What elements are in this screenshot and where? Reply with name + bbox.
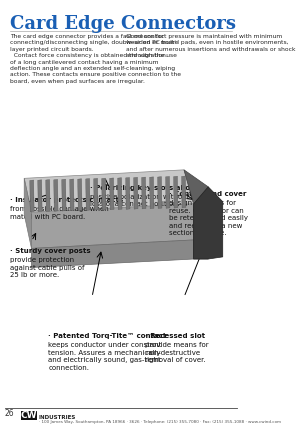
Polygon shape	[62, 179, 66, 211]
Text: provide means for
non-destructive
removal of cover.: provide means for non-destructive remova…	[145, 342, 209, 363]
Polygon shape	[86, 178, 90, 210]
Polygon shape	[94, 178, 98, 210]
Text: Good contact pressure is maintained with minimum
wear on PC board pads, even in : Good contact pressure is maintained with…	[126, 34, 296, 58]
Text: · 100 James Way, Southampton, PA 18966 · 3626 · Telephone: (215) 355-7080 · Fax:: · 100 James Way, Southampton, PA 18966 ·…	[39, 420, 281, 424]
Text: 26: 26	[5, 409, 14, 418]
Polygon shape	[184, 170, 208, 240]
Polygon shape	[102, 178, 106, 210]
Text: · Polarizing key slots allow: · Polarizing key slots allow	[90, 185, 196, 191]
Polygon shape	[182, 176, 186, 208]
Polygon shape	[142, 177, 146, 209]
Polygon shape	[32, 240, 194, 267]
Text: The card edge connector provides a fast means for
connecting/disconnecting singl: The card edge connector provides a fast …	[10, 34, 181, 84]
Polygon shape	[54, 179, 58, 211]
Text: Card Edge Connectors: Card Edge Connectors	[10, 15, 236, 33]
Text: · Contact and cover: · Contact and cover	[169, 191, 247, 197]
Polygon shape	[150, 177, 154, 209]
Text: positive polarization without
loss of a contact position.: positive polarization without loss of a …	[90, 194, 189, 207]
Polygon shape	[30, 180, 34, 212]
Polygon shape	[70, 179, 74, 211]
Circle shape	[61, 196, 85, 238]
Text: · Sturdy cover posts: · Sturdy cover posts	[10, 248, 90, 255]
Text: · Recessed slot: · Recessed slot	[145, 333, 206, 339]
Text: · Insulator protects contacts: · Insulator protects contacts	[10, 198, 123, 204]
Polygon shape	[126, 178, 130, 210]
Text: from possible damage when
mated with PC board.: from possible damage when mated with PC …	[10, 207, 108, 220]
Polygon shape	[32, 204, 194, 248]
Polygon shape	[158, 177, 162, 209]
Text: CW: CW	[21, 411, 37, 420]
Text: design provides for
reuse. Connector can
be reterminated easily
and reentry to a: design provides for reuse. Connector can…	[169, 200, 248, 236]
Text: CWI: CWI	[40, 208, 120, 242]
FancyBboxPatch shape	[21, 411, 37, 420]
Polygon shape	[174, 176, 178, 208]
Polygon shape	[194, 187, 223, 259]
Polygon shape	[118, 178, 122, 210]
Text: INDUSTRIES: INDUSTRIES	[39, 415, 76, 420]
Polygon shape	[78, 179, 82, 211]
Text: provide protection
against cable pulls of
25 lb or more.: provide protection against cable pulls o…	[10, 258, 84, 278]
Polygon shape	[24, 178, 32, 248]
Polygon shape	[24, 170, 194, 212]
Polygon shape	[134, 177, 138, 209]
Text: · Patented Torq-Tite™ contact: · Patented Torq-Tite™ contact	[48, 333, 167, 339]
Polygon shape	[110, 178, 114, 210]
Polygon shape	[194, 235, 208, 259]
Polygon shape	[38, 180, 42, 212]
Circle shape	[132, 193, 159, 239]
Polygon shape	[166, 176, 170, 208]
Circle shape	[96, 189, 127, 244]
Text: keeps conductor under constant
tension. Assures a mechanically
and electrically : keeps conductor under constant tension. …	[48, 342, 162, 371]
Polygon shape	[46, 180, 50, 212]
